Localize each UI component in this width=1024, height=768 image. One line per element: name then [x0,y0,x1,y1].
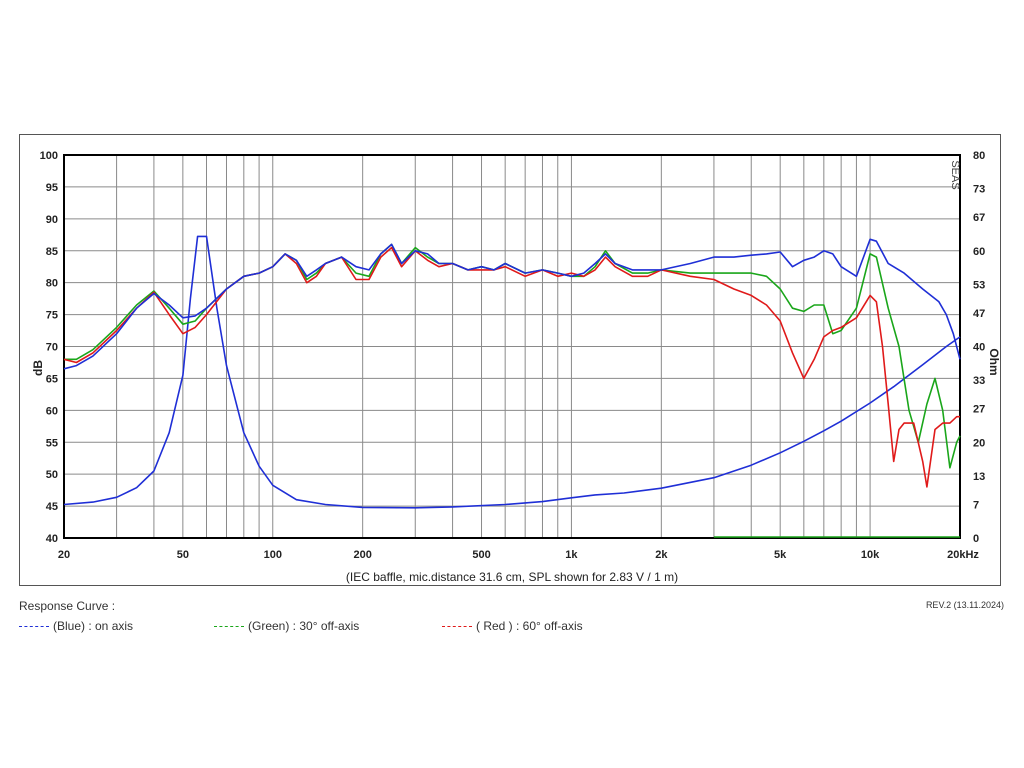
x-tick-label: 2k [655,549,668,561]
x-tick-label: 1k [565,549,578,561]
y2-tick-label: 7 [973,499,979,511]
y-axis-title: dB [31,360,45,376]
y-tick-label: 50 [46,469,58,481]
y2-tick-label: 80 [973,150,985,162]
y2-tick-label: 60 [973,246,985,258]
impedance-line [63,235,961,509]
legend-swatch-red [442,626,472,628]
blue-on-axis-line [63,238,961,370]
y2-axis-title: Ohm [987,348,1001,375]
y2-tick-label: 40 [973,342,985,354]
legend-label-60-off-axis: ( Red ) : 60° off-axis [476,619,583,633]
y-tick-label: 75 [46,310,58,322]
legend-item-30-off-axis: (Green) : 30° off-axis [214,619,359,633]
x-tick-label: 200 [353,549,371,561]
y-tick-label: 95 [46,182,58,194]
legend-label-30-off-axis: (Green) : 30° off-axis [248,619,360,633]
seas-watermark: SEAS [949,160,961,189]
response-chart: 40 45 50 55 60 65 70 75 80 85 90 95 100 0 7 13 20 27 33 40 4… [31,150,1001,584]
y-tick-label: 90 [46,214,58,226]
x-tick-label: 20 [58,549,70,561]
y2-tick-label: 20 [973,437,985,449]
x-tick-label: 10k [861,549,880,561]
y2-tick-label: 27 [973,404,985,416]
y-tick-label: 80 [46,278,58,290]
x-tick-label: 5k [774,549,787,561]
x-tick-label: 100 [264,549,282,561]
revision-label: REV.2 (13.11.2024) [925,600,1004,610]
legend-item-60-off-axis: ( Red ) : 60° off-axis [442,619,583,633]
legend-swatch-green [214,626,244,628]
y-tick-label: 65 [46,373,58,385]
plot-border [63,154,961,539]
legend-swatch-blue [19,626,49,628]
y2-tick-label: 47 [973,308,985,320]
y-tick-label: 45 [46,501,58,513]
y-tick-label: 55 [46,437,58,449]
x-tick-label: 50 [177,549,189,561]
y-tick-label: 40 [46,533,58,545]
y-tick-label: 100 [40,150,58,162]
legend-label-on-axis: (Blue) : on axis [53,619,134,633]
y2-tick-label: 13 [973,471,985,483]
red-60deg-line [63,246,960,488]
x-tick-label: 500 [472,549,490,561]
y2-tick-label: 67 [973,212,985,224]
y2-tick-label: 33 [973,375,985,387]
x-tick-label: 20kHz [947,549,979,561]
y-tick-label: 85 [46,246,58,258]
y2-tick-label: 53 [973,279,985,291]
chart-frame [19,134,1001,586]
legend-item-on-axis: (Blue) : on axis [19,619,133,633]
y-tick-label: 60 [46,405,58,417]
chart-caption: (IEC baffle, mic.distance 31.6 cm, SPL s… [346,570,678,584]
legend-title: Response Curve : [19,599,116,613]
y-tick-label: 70 [46,342,58,354]
y2-tick-label: 73 [973,184,985,196]
y2-tick-label: 0 [973,533,979,545]
green-30deg-line [64,243,961,469]
